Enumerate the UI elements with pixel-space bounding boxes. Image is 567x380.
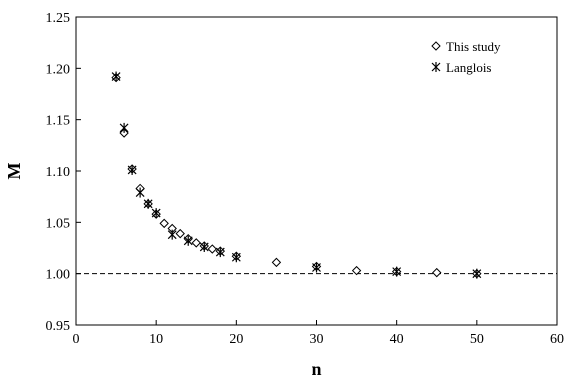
point-langlois: [392, 266, 402, 277]
x-tick-label: 50: [470, 332, 484, 347]
point-langlois: [143, 198, 153, 209]
y-tick-label: 1.15: [46, 114, 71, 129]
point-this-study: [175, 228, 185, 239]
point-langlois: [151, 208, 161, 219]
point-this-study: [271, 257, 282, 268]
x-tick-label: 10: [149, 332, 163, 347]
point-this-study: [207, 244, 217, 254]
legend-symbol: [431, 62, 441, 72]
x-tick-label: 30: [310, 332, 324, 347]
y-tick-label: 1.10: [46, 165, 71, 180]
axis-ticks: 0 10 20 30 40 50 60 0.95 1.00 1.05 1.10 1.15 1.20 1.2…: [46, 11, 565, 347]
y-tick-label: 1.00: [46, 268, 71, 283]
legend-marker-this-study: [431, 41, 441, 51]
point-langlois: [167, 229, 177, 240]
legend-symbol: [431, 41, 441, 51]
legend: This study Langlois: [431, 39, 501, 75]
point-langlois: [215, 247, 225, 258]
x-tick-label: 0: [73, 332, 80, 347]
point-langlois: [135, 187, 145, 198]
point-this-study: [191, 238, 201, 248]
y-tick-label: 0.95: [46, 319, 71, 334]
point-langlois: [111, 71, 121, 82]
legend-marker-langlois: [431, 62, 441, 72]
point-this-study: [119, 128, 129, 138]
legend-label-langlois: Langlois: [446, 60, 492, 75]
y-tick-label: 1.25: [46, 11, 71, 26]
point-langlois: [472, 268, 482, 279]
x-tick-label: 40: [390, 332, 404, 347]
x-tick-label: 60: [550, 332, 564, 347]
y-tick-label: 1.20: [46, 62, 71, 77]
point-langlois: [127, 164, 137, 175]
y-tick-label: 1.05: [46, 216, 71, 231]
x-tick-label: 20: [229, 332, 243, 347]
point-this-study: [159, 218, 169, 229]
point-langlois: [119, 122, 129, 133]
point-this-study: [432, 267, 442, 278]
point-langlois: [199, 241, 209, 252]
data-points: [111, 71, 482, 279]
y-axis-title: M: [4, 163, 24, 180]
point-this-study: [351, 265, 362, 276]
point-langlois: [183, 235, 193, 246]
x-axis-title: n: [311, 359, 321, 379]
legend-label-this-study: This study: [446, 39, 501, 54]
point-langlois: [312, 262, 321, 273]
point-langlois: [231, 252, 241, 263]
